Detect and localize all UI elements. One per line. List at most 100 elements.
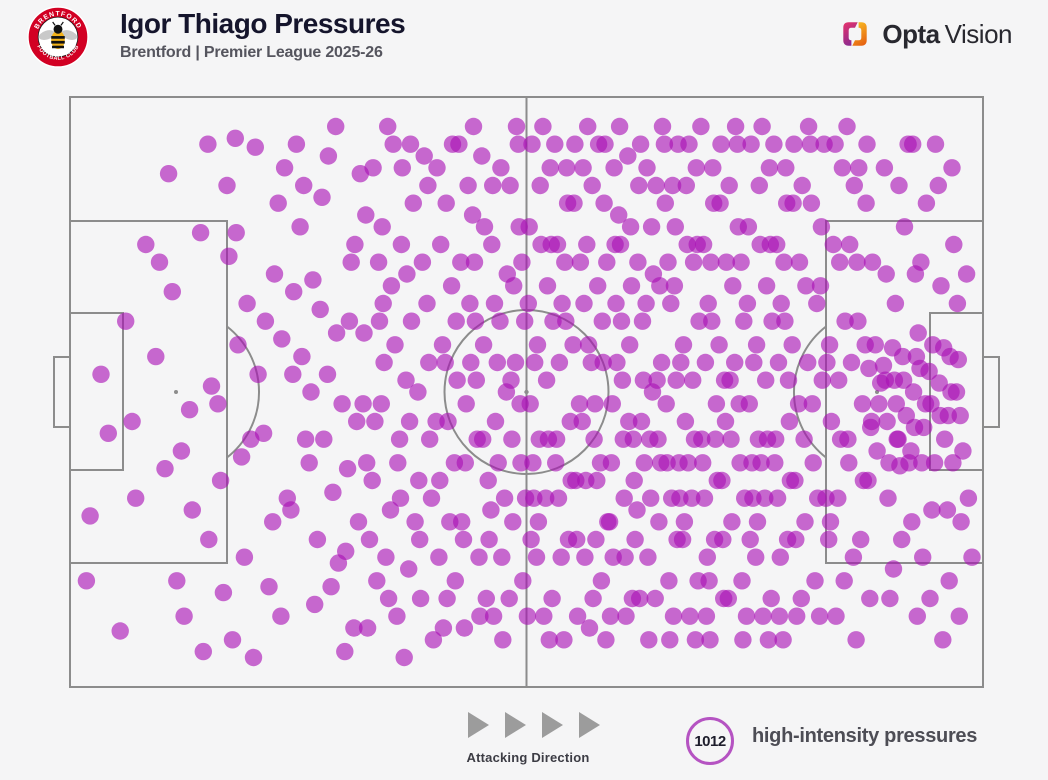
pressure-dot: [797, 277, 815, 295]
pressure-dot: [688, 235, 706, 254]
pressure-dot: [629, 253, 647, 271]
pressure-dot: [432, 235, 450, 254]
pressure-dot: [781, 471, 800, 490]
pressure-dot: [159, 165, 178, 183]
pressure-dot: [790, 253, 809, 271]
pressure-dot: [698, 548, 716, 566]
pressure-dot: [373, 218, 391, 236]
pressure-dot: [411, 589, 430, 608]
pressure-dot: [454, 530, 473, 549]
pressure-dot: [634, 371, 653, 389]
pressure-dot: [676, 412, 695, 431]
pressure-dot: [431, 471, 449, 490]
pressure-dot: [770, 607, 789, 625]
pressure-dot: [529, 513, 548, 531]
pressure-dot: [518, 607, 537, 625]
pressure-dot: [904, 383, 923, 401]
pressure-dot: [872, 374, 890, 392]
pressure-dot: [99, 424, 118, 442]
pressure-dot: [943, 159, 961, 177]
pressure-dot: [716, 412, 735, 431]
pressure-dot: [475, 218, 494, 236]
pressure-dot: [847, 631, 865, 649]
pressure-dot: [717, 253, 736, 271]
pressure-dot: [488, 353, 506, 372]
page-subtitle: Brentford | Premier League 2025-26: [120, 43, 383, 61]
pressure-dot: [597, 631, 615, 649]
pressure-dot: [552, 548, 570, 566]
pressure-dot: [404, 194, 422, 212]
pressure-dot: [952, 513, 970, 531]
pressure-dot: [913, 454, 931, 472]
pressure-dot: [427, 412, 445, 431]
title-block: Igor Thiago Pressures Brentford | Premie…: [120, 8, 406, 62]
pressure-dot: [492, 159, 510, 177]
pressure-dot: [916, 395, 935, 413]
pressure-dot: [842, 353, 861, 372]
pressure-dot: [696, 353, 715, 372]
pressure-dot: [752, 454, 770, 472]
pressure-dot: [623, 589, 642, 608]
pressure-dot: [703, 312, 721, 330]
pressure-dot: [760, 159, 779, 177]
pressure-dot: [218, 176, 236, 195]
pressure-dot: [459, 176, 477, 195]
pressure-dot: [322, 578, 340, 596]
pressure-dot: [610, 206, 628, 224]
pressure-dot: [564, 336, 582, 354]
pressure-dot: [541, 159, 559, 177]
pressure-dot: [921, 589, 939, 608]
pressure-dot: [841, 235, 859, 254]
pressure-dot: [874, 356, 893, 375]
pressure-dot: [655, 135, 674, 153]
pressure-dot: [724, 277, 742, 295]
pressure-dot: [903, 513, 921, 531]
pressure-dot: [621, 218, 640, 236]
pressure-dot: [756, 489, 774, 507]
pressure-dot: [420, 353, 438, 372]
pressure-dot: [370, 312, 389, 330]
pressure-dot: [461, 294, 479, 313]
pressure-dot: [804, 454, 822, 472]
pressure-dot: [944, 454, 962, 472]
pressure-dot: [550, 353, 569, 372]
pressure-dot: [601, 607, 620, 625]
pressure-dot: [742, 135, 760, 153]
pressure-dot: [471, 607, 489, 625]
pressure-dot: [830, 371, 848, 389]
pressure-dot: [358, 454, 376, 472]
pressure-dot: [792, 589, 810, 608]
pressure-dot: [866, 336, 884, 354]
pressure-dot: [537, 371, 556, 389]
pressure-dot: [340, 312, 359, 330]
right-goal: [982, 356, 1000, 428]
pressure-dot: [507, 117, 526, 136]
pressure-dot: [679, 454, 697, 472]
pressure-dot: [732, 253, 750, 271]
pressure-dot: [685, 430, 704, 448]
left-penalty-spot: [174, 390, 178, 394]
pressure-dot: [733, 572, 751, 590]
pressure-dot: [934, 631, 952, 649]
pressure-dot: [514, 572, 532, 590]
pressure-dot: [379, 589, 398, 608]
pressure-dot: [712, 135, 730, 153]
pressure-dot: [706, 430, 725, 448]
pressure-dot: [390, 430, 409, 448]
pressure-dot: [579, 336, 598, 354]
pressure-dot: [936, 430, 954, 448]
pressure-dot: [368, 572, 386, 590]
pressure-dot: [465, 253, 484, 271]
pressure-dot: [829, 489, 847, 507]
pressure-dot: [621, 336, 639, 354]
pressure-dot: [542, 235, 560, 254]
pressure-dot: [789, 395, 808, 413]
pressure-dot: [123, 412, 141, 431]
pressure-dot: [494, 631, 512, 649]
pressure-dot: [546, 135, 564, 153]
pressure-dot: [783, 336, 801, 354]
pressure-dot: [579, 117, 597, 136]
pressure-dot: [692, 117, 710, 136]
pressure-dot: [622, 277, 641, 295]
pressure-dot: [327, 117, 345, 136]
